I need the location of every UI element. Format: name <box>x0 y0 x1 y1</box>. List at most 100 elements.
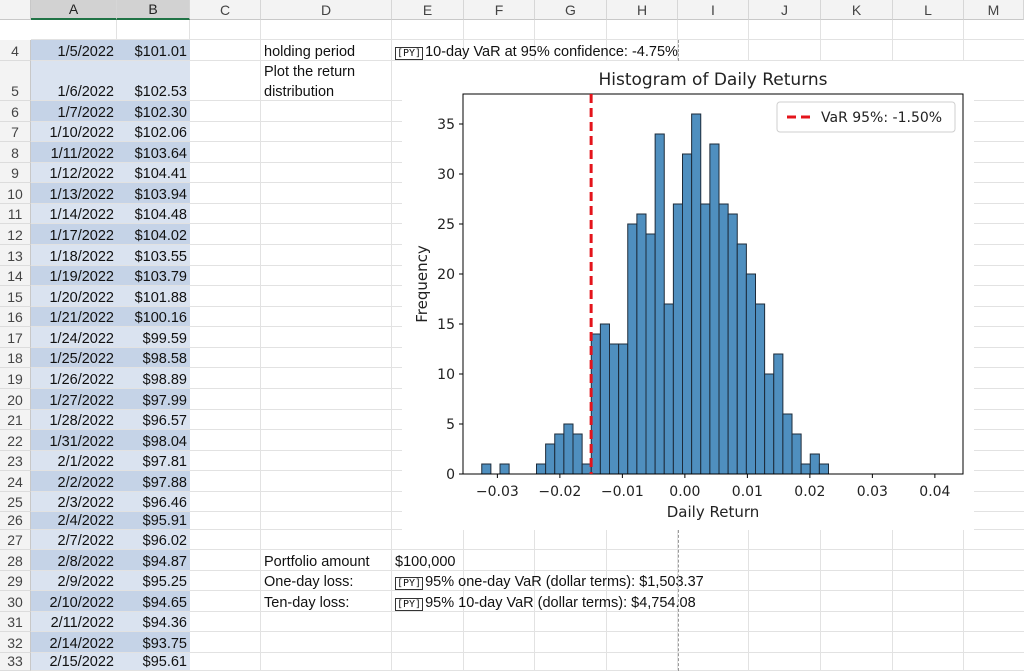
row-header[interactable]: 33 <box>0 653 31 671</box>
column-header-a[interactable]: A <box>31 0 117 20</box>
date-cell[interactable]: 2/15/2022 <box>49 654 114 670</box>
date-cell[interactable]: 2/14/2022 <box>49 636 114 652</box>
column-header-d[interactable]: D <box>261 0 392 20</box>
price-cell[interactable]: $103.55 <box>134 249 187 265</box>
date-cell[interactable]: 2/8/2022 <box>57 554 114 570</box>
row-header[interactable]: 14 <box>0 266 31 286</box>
date-cell[interactable]: 1/19/2022 <box>49 269 114 285</box>
price-cell[interactable]: $102.30 <box>134 105 187 121</box>
row-header[interactable]: 28 <box>0 550 31 571</box>
row-header[interactable]: 5 <box>0 61 31 101</box>
row-header[interactable]: 16 <box>0 307 31 327</box>
price-cell[interactable]: $101.88 <box>134 290 187 306</box>
price-cell[interactable]: $97.88 <box>142 475 187 491</box>
price-cell[interactable]: $94.87 <box>142 554 187 570</box>
cell-e30[interactable]: [PY] 95% 10-day VaR (dollar terms): $4,7… <box>392 591 712 612</box>
price-cell[interactable]: $93.75 <box>142 636 187 652</box>
price-cell[interactable]: $102.53 <box>134 84 187 100</box>
row-header[interactable]: 10 <box>0 183 31 204</box>
date-cell[interactable]: 1/20/2022 <box>49 290 114 306</box>
cell-d4[interactable]: holding period <box>261 40 392 61</box>
row-header[interactable]: 27 <box>0 530 31 550</box>
price-cell[interactable]: $95.61 <box>142 654 187 670</box>
cell-d5-line2[interactable]: distribution <box>261 81 392 101</box>
date-cell[interactable]: 1/7/2022 <box>57 105 114 121</box>
row-header[interactable]: 21 <box>0 410 31 430</box>
price-cell[interactable]: $104.02 <box>134 228 187 244</box>
date-cell[interactable]: 1/21/2022 <box>49 310 114 326</box>
column-header-j[interactable]: J <box>749 0 821 20</box>
cell-e28[interactable]: $100,000 <box>392 550 522 571</box>
row-header[interactable]: 25 <box>0 492 31 512</box>
date-cell[interactable]: 1/14/2022 <box>49 207 114 223</box>
price-cell[interactable]: $103.64 <box>134 146 187 162</box>
price-cell[interactable]: $98.58 <box>142 351 187 367</box>
column-header-l[interactable]: L <box>893 0 964 20</box>
cell-d30[interactable]: Ten-day loss: <box>261 591 392 612</box>
date-cell[interactable]: 1/11/2022 <box>50 146 114 162</box>
price-cell[interactable]: $101.01 <box>134 44 187 60</box>
row-header[interactable]: 8 <box>0 142 31 163</box>
row-header[interactable]: 17 <box>0 327 31 348</box>
price-cell[interactable]: $100.16 <box>134 310 187 326</box>
cell-d28[interactable]: Portfolio amount <box>261 550 392 571</box>
price-cell[interactable]: $103.79 <box>134 269 187 285</box>
price-cell[interactable]: $99.59 <box>142 331 187 347</box>
column-header-e[interactable]: E <box>392 0 464 20</box>
date-cell[interactable]: 1/28/2022 <box>49 413 114 429</box>
column-header-b[interactable]: B <box>117 0 190 20</box>
date-cell[interactable]: 2/2/2022 <box>57 475 114 491</box>
column-header-k[interactable]: K <box>821 0 893 20</box>
price-cell[interactable]: $95.25 <box>142 574 187 590</box>
row-header[interactable]: 29 <box>0 571 31 591</box>
row-header[interactable]: 19 <box>0 368 31 389</box>
cell-d5-line1[interactable]: Plot the return <box>261 61 392 81</box>
cell-e29[interactable]: [PY] 95% one-day VaR (dollar terms): $1,… <box>392 571 712 591</box>
price-cell[interactable]: $96.02 <box>142 533 187 549</box>
row-header[interactable]: 32 <box>0 632 31 653</box>
row-header[interactable]: 11 <box>0 204 31 224</box>
price-cell[interactable]: $94.65 <box>142 595 187 611</box>
row-header[interactable]: 12 <box>0 224 31 245</box>
price-cell[interactable]: $96.46 <box>142 495 187 511</box>
histogram-chart[interactable]: 0 5 10 15 20 25 30 35 −0.03 −0.02 −0.01 0.00 0.01 0.0… <box>402 61 974 530</box>
row-header[interactable]: 15 <box>0 286 31 307</box>
date-cell[interactable]: 1/26/2022 <box>49 372 114 388</box>
date-cell[interactable]: 2/9/2022 <box>57 574 114 590</box>
column-header-g[interactable]: G <box>535 0 607 20</box>
row-header[interactable]: 31 <box>0 612 31 632</box>
row-header[interactable]: 9 <box>0 163 31 183</box>
column-header-i[interactable]: I <box>678 0 749 20</box>
date-cell[interactable]: 1/5/2022 <box>57 44 114 60</box>
date-cell[interactable]: 1/25/2022 <box>49 351 114 367</box>
row-header[interactable]: 30 <box>0 591 31 612</box>
row-header[interactable]: 7 <box>0 122 31 142</box>
date-cell[interactable]: 1/18/2022 <box>49 249 114 265</box>
cell-d29[interactable]: One-day loss: <box>261 571 392 591</box>
row-header[interactable]: 4 <box>0 40 31 61</box>
column-header-f[interactable]: F <box>464 0 535 20</box>
price-cell[interactable]: $104.41 <box>134 166 187 182</box>
row-header[interactable]: 13 <box>0 245 31 266</box>
row-header[interactable]: 6 <box>0 101 31 122</box>
date-cell[interactable]: 2/3/2022 <box>57 495 114 511</box>
date-cell[interactable]: 1/13/2022 <box>49 187 114 203</box>
price-cell[interactable]: $102.06 <box>134 125 187 141</box>
column-header-h[interactable]: H <box>607 0 678 20</box>
price-cell[interactable]: $96.57 <box>142 413 187 429</box>
column-header-c[interactable]: C <box>190 0 261 20</box>
price-cell[interactable]: $98.04 <box>142 434 187 450</box>
date-cell[interactable]: 1/6/2022 <box>57 84 114 100</box>
row-header[interactable]: 24 <box>0 471 31 492</box>
date-cell[interactable]: 2/7/2022 <box>57 533 114 549</box>
row-header[interactable]: 23 <box>0 451 31 471</box>
date-cell[interactable]: 1/10/2022 <box>49 125 114 141</box>
price-cell[interactable]: $104.48 <box>134 207 187 223</box>
price-cell[interactable]: $103.94 <box>134 187 187 203</box>
row-header[interactable]: 26 <box>0 512 31 530</box>
date-cell[interactable]: 1/12/2022 <box>49 166 114 182</box>
row-header[interactable]: 18 <box>0 348 31 368</box>
cell-e4[interactable]: [PY] 10-day VaR at 95% confidence: -4.75… <box>392 40 692 61</box>
date-cell[interactable]: 2/4/2022 <box>57 513 114 529</box>
